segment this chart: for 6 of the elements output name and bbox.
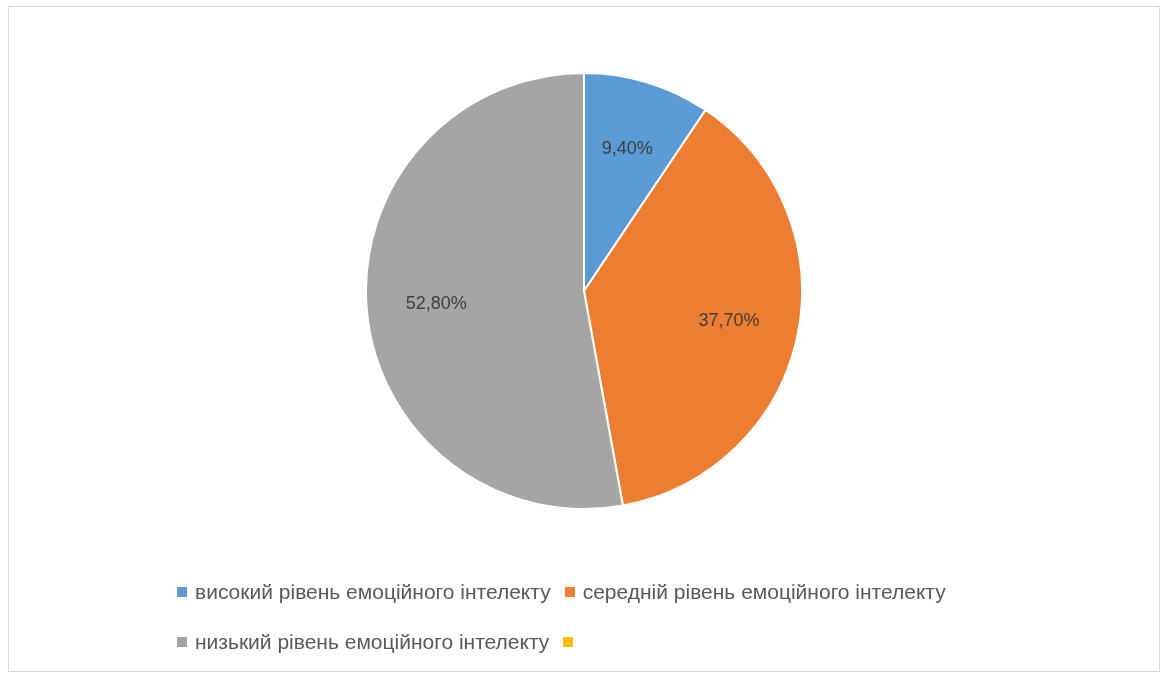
data-label: 37,70% [698,310,760,331]
data-label: 52,80% [405,293,467,314]
legend-label: середній рівень емоційного інтелекту [582,580,946,604]
legend-label: низький рівень емоційного інтелекту [195,630,550,654]
legend-label: високий рівень емоційного інтелекту [195,580,551,604]
data-label: 9,40% [601,138,653,159]
